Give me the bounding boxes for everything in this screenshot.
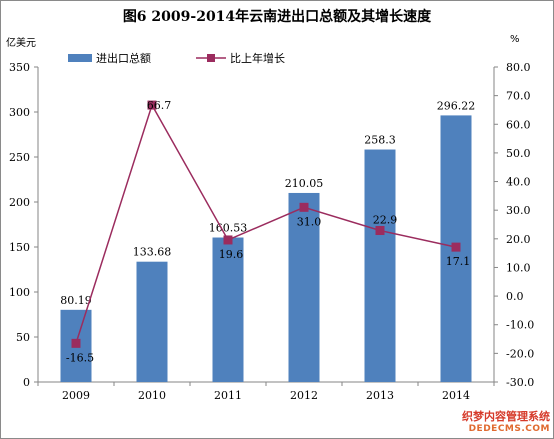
x-tick-label: 2010 — [138, 389, 166, 402]
x-tick-label: 2013 — [366, 389, 394, 402]
bar-data-label: 80.19 — [60, 294, 92, 307]
right-tick-label: 40.0 — [506, 176, 531, 189]
x-tick-label: 2014 — [442, 389, 470, 402]
left-tick-label: 150 — [9, 241, 30, 254]
left-tick-label: 100 — [9, 286, 30, 299]
x-tick-label: 2009 — [62, 389, 90, 402]
left-tick-label: 350 — [9, 61, 30, 74]
left-tick-label: 0 — [23, 376, 30, 389]
bar-data-label: 258.3 — [364, 134, 396, 147]
left-tick-label: 300 — [9, 106, 30, 119]
left-tick-label: 200 — [9, 196, 30, 209]
line-point — [451, 242, 461, 252]
right-tick-label: 10.0 — [506, 261, 531, 274]
line-point — [147, 100, 157, 110]
bar-data-label: 210.05 — [285, 177, 324, 190]
right-axis-unit: % — [510, 34, 520, 45]
line-data-label: 19.6 — [219, 248, 244, 261]
x-tick-label: 2012 — [290, 389, 318, 402]
right-tick-label: 30.0 — [506, 204, 531, 217]
line-point — [299, 202, 309, 212]
legend-line-label: 比上年增长 — [230, 51, 285, 65]
bar-data-label: 160.53 — [209, 222, 248, 235]
line-data-label: 22.9 — [373, 214, 398, 227]
bar — [364, 149, 396, 382]
watermark-url: DEDECMS.COM — [468, 424, 550, 434]
right-tick-label: -30.0 — [506, 376, 534, 389]
x-tick-label: 2011 — [214, 389, 242, 402]
growth-line — [75, 103, 457, 344]
left-tick-label: 50 — [16, 331, 30, 344]
line-point — [223, 235, 233, 245]
right-tick-label: 50.0 — [506, 147, 531, 160]
legend-bar-swatch — [68, 54, 92, 62]
line-point — [71, 338, 81, 348]
bar — [288, 192, 320, 382]
line-data-label: 17.1 — [446, 255, 471, 268]
watermark-text: 织梦内容管理系统 — [462, 410, 550, 423]
right-tick-label: -10.0 — [506, 319, 534, 332]
right-tick-label: 80.0 — [506, 61, 531, 74]
bar-data-label: 133.68 — [133, 246, 172, 259]
right-tick-label: 60.0 — [506, 118, 531, 131]
right-tick-label: 0.0 — [506, 290, 524, 303]
left-tick-label: 250 — [9, 151, 30, 164]
line-data-label: -16.5 — [66, 351, 94, 364]
bar — [136, 261, 168, 382]
line-data-label: 66.7 — [147, 99, 172, 112]
right-tick-label: 70.0 — [506, 90, 531, 103]
chart-title: 图6 2009-2014年云南进出口总额及其增长速度 — [122, 9, 432, 25]
bar — [212, 237, 244, 382]
legend-line-marker — [207, 54, 215, 62]
right-tick-label: -20.0 — [506, 347, 534, 360]
line-point — [375, 226, 385, 236]
legend-bar-label: 进出口总额 — [96, 51, 151, 65]
line-data-label: 31.0 — [297, 215, 322, 228]
right-tick-label: 20.0 — [506, 233, 531, 246]
left-axis-unit: 亿美元 — [6, 38, 36, 49]
watermark: 织梦内容管理系统 DEDECMS.COM — [462, 410, 550, 436]
bar-data-label: 296.22 — [437, 99, 476, 112]
